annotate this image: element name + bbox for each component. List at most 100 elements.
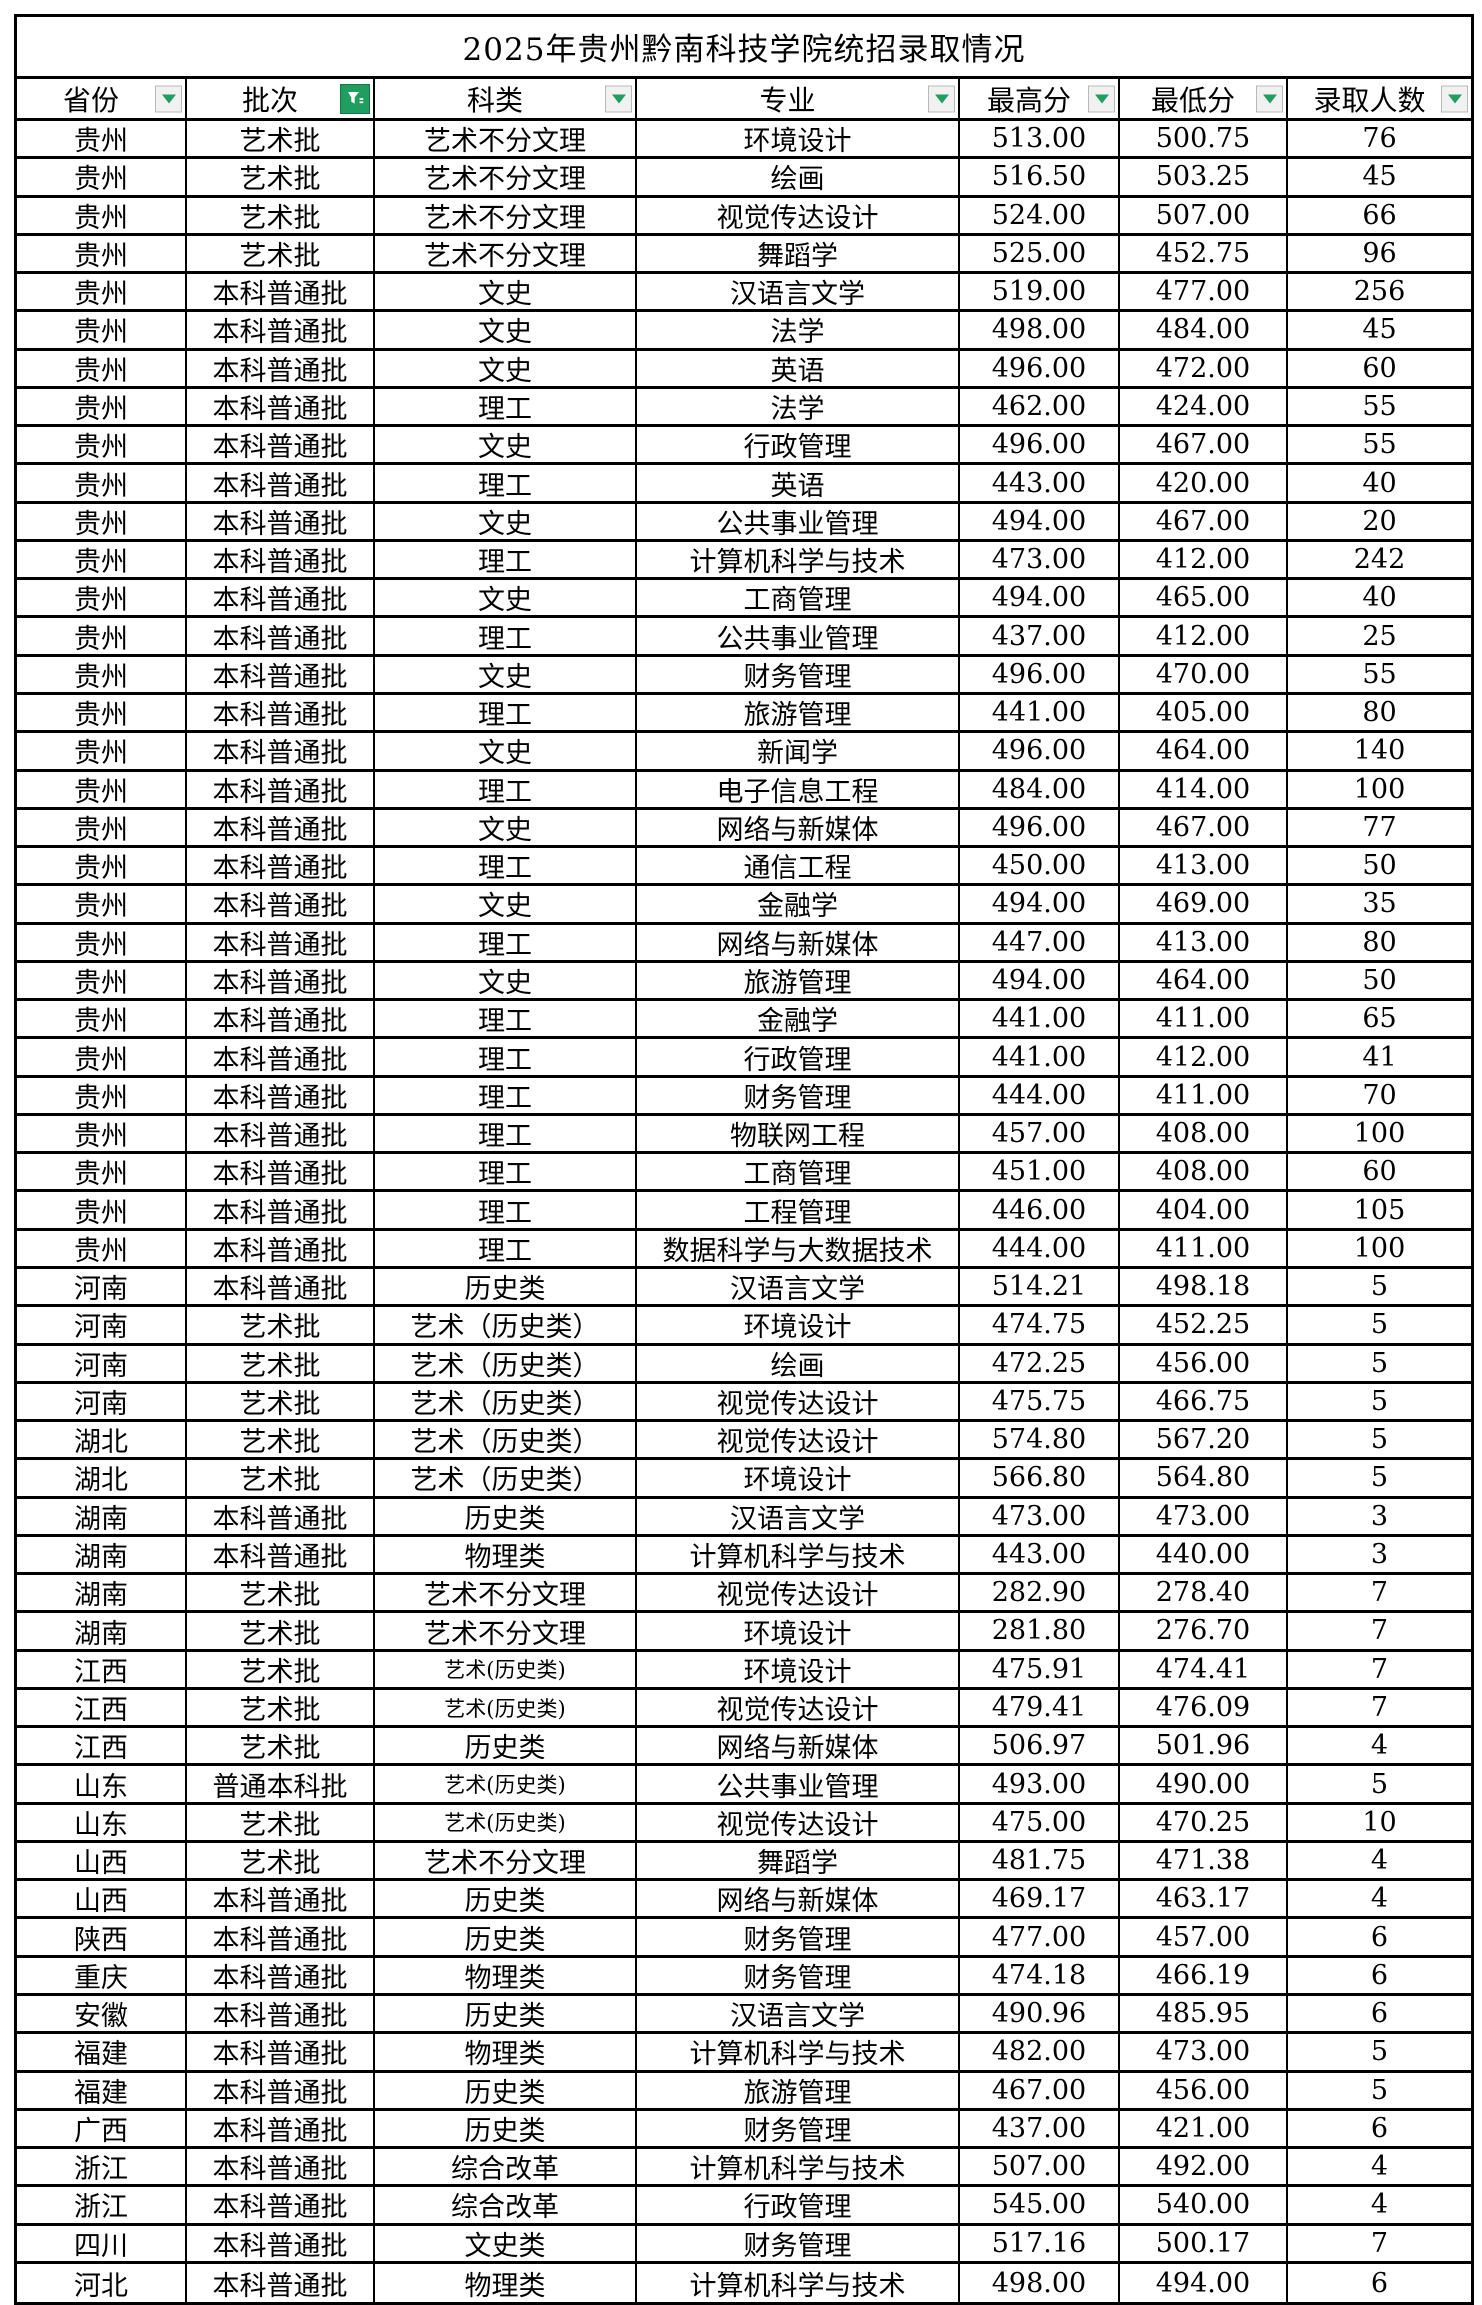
cell-category: 综合改革	[375, 2187, 637, 2223]
cell-max_score: 496.00	[960, 733, 1120, 769]
cell-major: 法学	[637, 312, 960, 348]
cell-max_score: 517.16	[960, 2225, 1120, 2261]
cell-category: 文史	[375, 580, 637, 616]
cell-admit_count: 4	[1370, 2189, 1389, 2221]
cell-province: 贵州	[17, 197, 187, 233]
cell-batch: 本科普通批	[187, 2263, 375, 2303]
cell-admit_count: 4	[1370, 1883, 1389, 1915]
cell-province: 贵州	[17, 159, 187, 195]
cell-max_score: 437.00	[960, 618, 1120, 654]
filter-dropdown-button-category[interactable]	[605, 85, 632, 112]
filter-dropdown-button-min_score[interactable]	[1256, 85, 1283, 112]
cell-batch: 本科普通批	[187, 503, 375, 539]
cell-category: 历史类	[375, 1498, 637, 1534]
table-row: 湖南 艺术批 艺术不分文理 环境设计 281.80 276.70 7	[17, 1613, 1471, 1652]
cell-admit_count: 70	[1362, 1079, 1397, 1111]
cell-province: 福建	[17, 2072, 187, 2108]
cell-batch: 本科普通批	[187, 1154, 375, 1190]
cell-max_score: 446.00	[960, 1192, 1120, 1228]
cell-batch: 本科普通批	[187, 618, 375, 654]
cell-category: 理工	[375, 618, 637, 654]
cell-max_score: 525.00	[960, 235, 1120, 272]
cell-category: 文史	[375, 886, 637, 922]
cell-major: 计算机科学与技术	[637, 2149, 960, 2185]
cell-category: 理工	[375, 1039, 637, 1075]
cell-category: 文史类	[375, 2225, 637, 2261]
cell-province: 安徽	[17, 1996, 187, 2032]
cell-admit_count: 100	[1353, 773, 1406, 805]
table-row: 贵州 本科普通批 文史 公共事业管理 494.00 467.00 20	[17, 503, 1471, 542]
cell-admit_count: 5	[1370, 1385, 1389, 1417]
table-row: 贵州 本科普通批 理工 公共事业管理 437.00 412.00 25	[17, 618, 1471, 657]
cell-max_score: 467.00	[960, 2072, 1120, 2108]
filter-dropdown-button-admit_count[interactable]	[1441, 85, 1468, 112]
cell-min_score: 471.38	[1120, 1842, 1288, 1879]
cell-province: 福建	[17, 2034, 187, 2070]
table-row: 山东 艺术批 艺术(历史类) 视觉传达设计 475.00 470.25 10	[17, 1804, 1471, 1843]
cell-admit_count: 7	[1370, 1653, 1389, 1685]
table-row: 贵州 本科普通批 文史 行政管理 496.00 467.00 55	[17, 427, 1471, 466]
cell-admit_count: 242	[1353, 544, 1406, 576]
table-row: 贵州 本科普通批 文史 工商管理 494.00 465.00 40	[17, 580, 1471, 619]
table-row: 浙江 本科普通批 综合改革 行政管理 545.00 540.00 4	[17, 2187, 1471, 2226]
cell-admit_count: 45	[1362, 161, 1397, 193]
cell-min_score: 421.00	[1120, 2110, 1288, 2147]
table-row: 贵州 本科普通批 理工 财务管理 444.00 411.00 70	[17, 1077, 1471, 1116]
cell-province: 湖南	[17, 1536, 187, 1573]
cell-province: 贵州	[17, 541, 187, 578]
filter-dropdown-button-max_score[interactable]	[1088, 85, 1115, 112]
cell-major: 新闻学	[637, 733, 960, 769]
cell-province: 贵州	[17, 924, 187, 960]
cell-admit_count: 100	[1353, 1118, 1406, 1150]
cell-category: 理工	[375, 1115, 637, 1152]
table-row: 贵州 本科普通批 理工 通信工程 450.00 413.00 50	[17, 848, 1471, 887]
cell-batch: 本科普通批	[187, 1115, 375, 1152]
cell-category: 文史	[375, 809, 637, 846]
cell-min_score: 276.70	[1120, 1613, 1288, 1649]
cell-max_score: 496.00	[960, 809, 1120, 846]
table-row: 江西 艺术批 艺术(历史类) 环境设计 475.91 474.41 7	[17, 1651, 1471, 1690]
chevron-down-icon	[161, 94, 176, 103]
cell-min_score: 490.00	[1120, 1766, 1288, 1802]
cell-major: 网络与新媒体	[637, 924, 960, 960]
cell-batch: 艺术批	[187, 1460, 375, 1496]
cell-category: 艺术（历史类）	[375, 1422, 637, 1458]
cell-min_score: 452.25	[1120, 1307, 1288, 1343]
filter-dropdown-button-province[interactable]	[155, 85, 182, 112]
cell-batch: 本科普通批	[187, 809, 375, 846]
cell-min_score: 411.00	[1120, 1001, 1288, 1037]
cell-major: 通信工程	[637, 848, 960, 884]
cell-province: 贵州	[17, 886, 187, 922]
cell-province: 贵州	[17, 848, 187, 884]
cell-batch: 艺术批	[187, 197, 375, 233]
cell-province: 江西	[17, 1689, 187, 1726]
cell-major: 视觉传达设计	[637, 197, 960, 233]
chevron-down-icon	[1094, 94, 1109, 103]
cell-min_score: 485.95	[1120, 1996, 1288, 2032]
cell-admit_count: 20	[1362, 505, 1397, 537]
cell-major: 法学	[637, 388, 960, 425]
cell-category: 艺术（历史类）	[375, 1307, 637, 1343]
cell-category: 艺术不分文理	[375, 121, 637, 157]
filter-dropdown-button-major[interactable]	[928, 85, 955, 112]
chevron-down-icon	[611, 94, 626, 103]
table-row: 湖北 艺术批 艺术（历史类） 环境设计 566.80 564.80 5	[17, 1460, 1471, 1499]
cell-min_score: 414.00	[1120, 771, 1288, 807]
cell-category: 理工	[375, 465, 637, 501]
cell-max_score: 524.00	[960, 197, 1120, 233]
cell-batch: 艺术批	[187, 235, 375, 272]
cell-admit_count: 6	[1370, 2112, 1389, 2144]
cell-major: 公共事业管理	[637, 618, 960, 654]
cell-category: 艺术不分文理	[375, 197, 637, 233]
cell-min_score: 467.00	[1120, 427, 1288, 463]
table-row: 福建 本科普通批 历史类 旅游管理 467.00 456.00 5	[17, 2072, 1471, 2111]
filter-applied-funnel-icon-batch[interactable]	[340, 83, 370, 114]
cell-province: 贵州	[17, 1039, 187, 1075]
cell-min_score: 408.00	[1120, 1154, 1288, 1190]
cell-province: 贵州	[17, 1001, 187, 1037]
table-row: 湖北 艺术批 艺术（历史类） 视觉传达设计 574.80 567.20 5	[17, 1422, 1471, 1461]
cell-admit_count: 60	[1362, 352, 1397, 384]
cell-max_score: 443.00	[960, 1536, 1120, 1573]
cell-min_score: 507.00	[1120, 197, 1288, 233]
cell-max_score: 498.00	[960, 312, 1120, 348]
